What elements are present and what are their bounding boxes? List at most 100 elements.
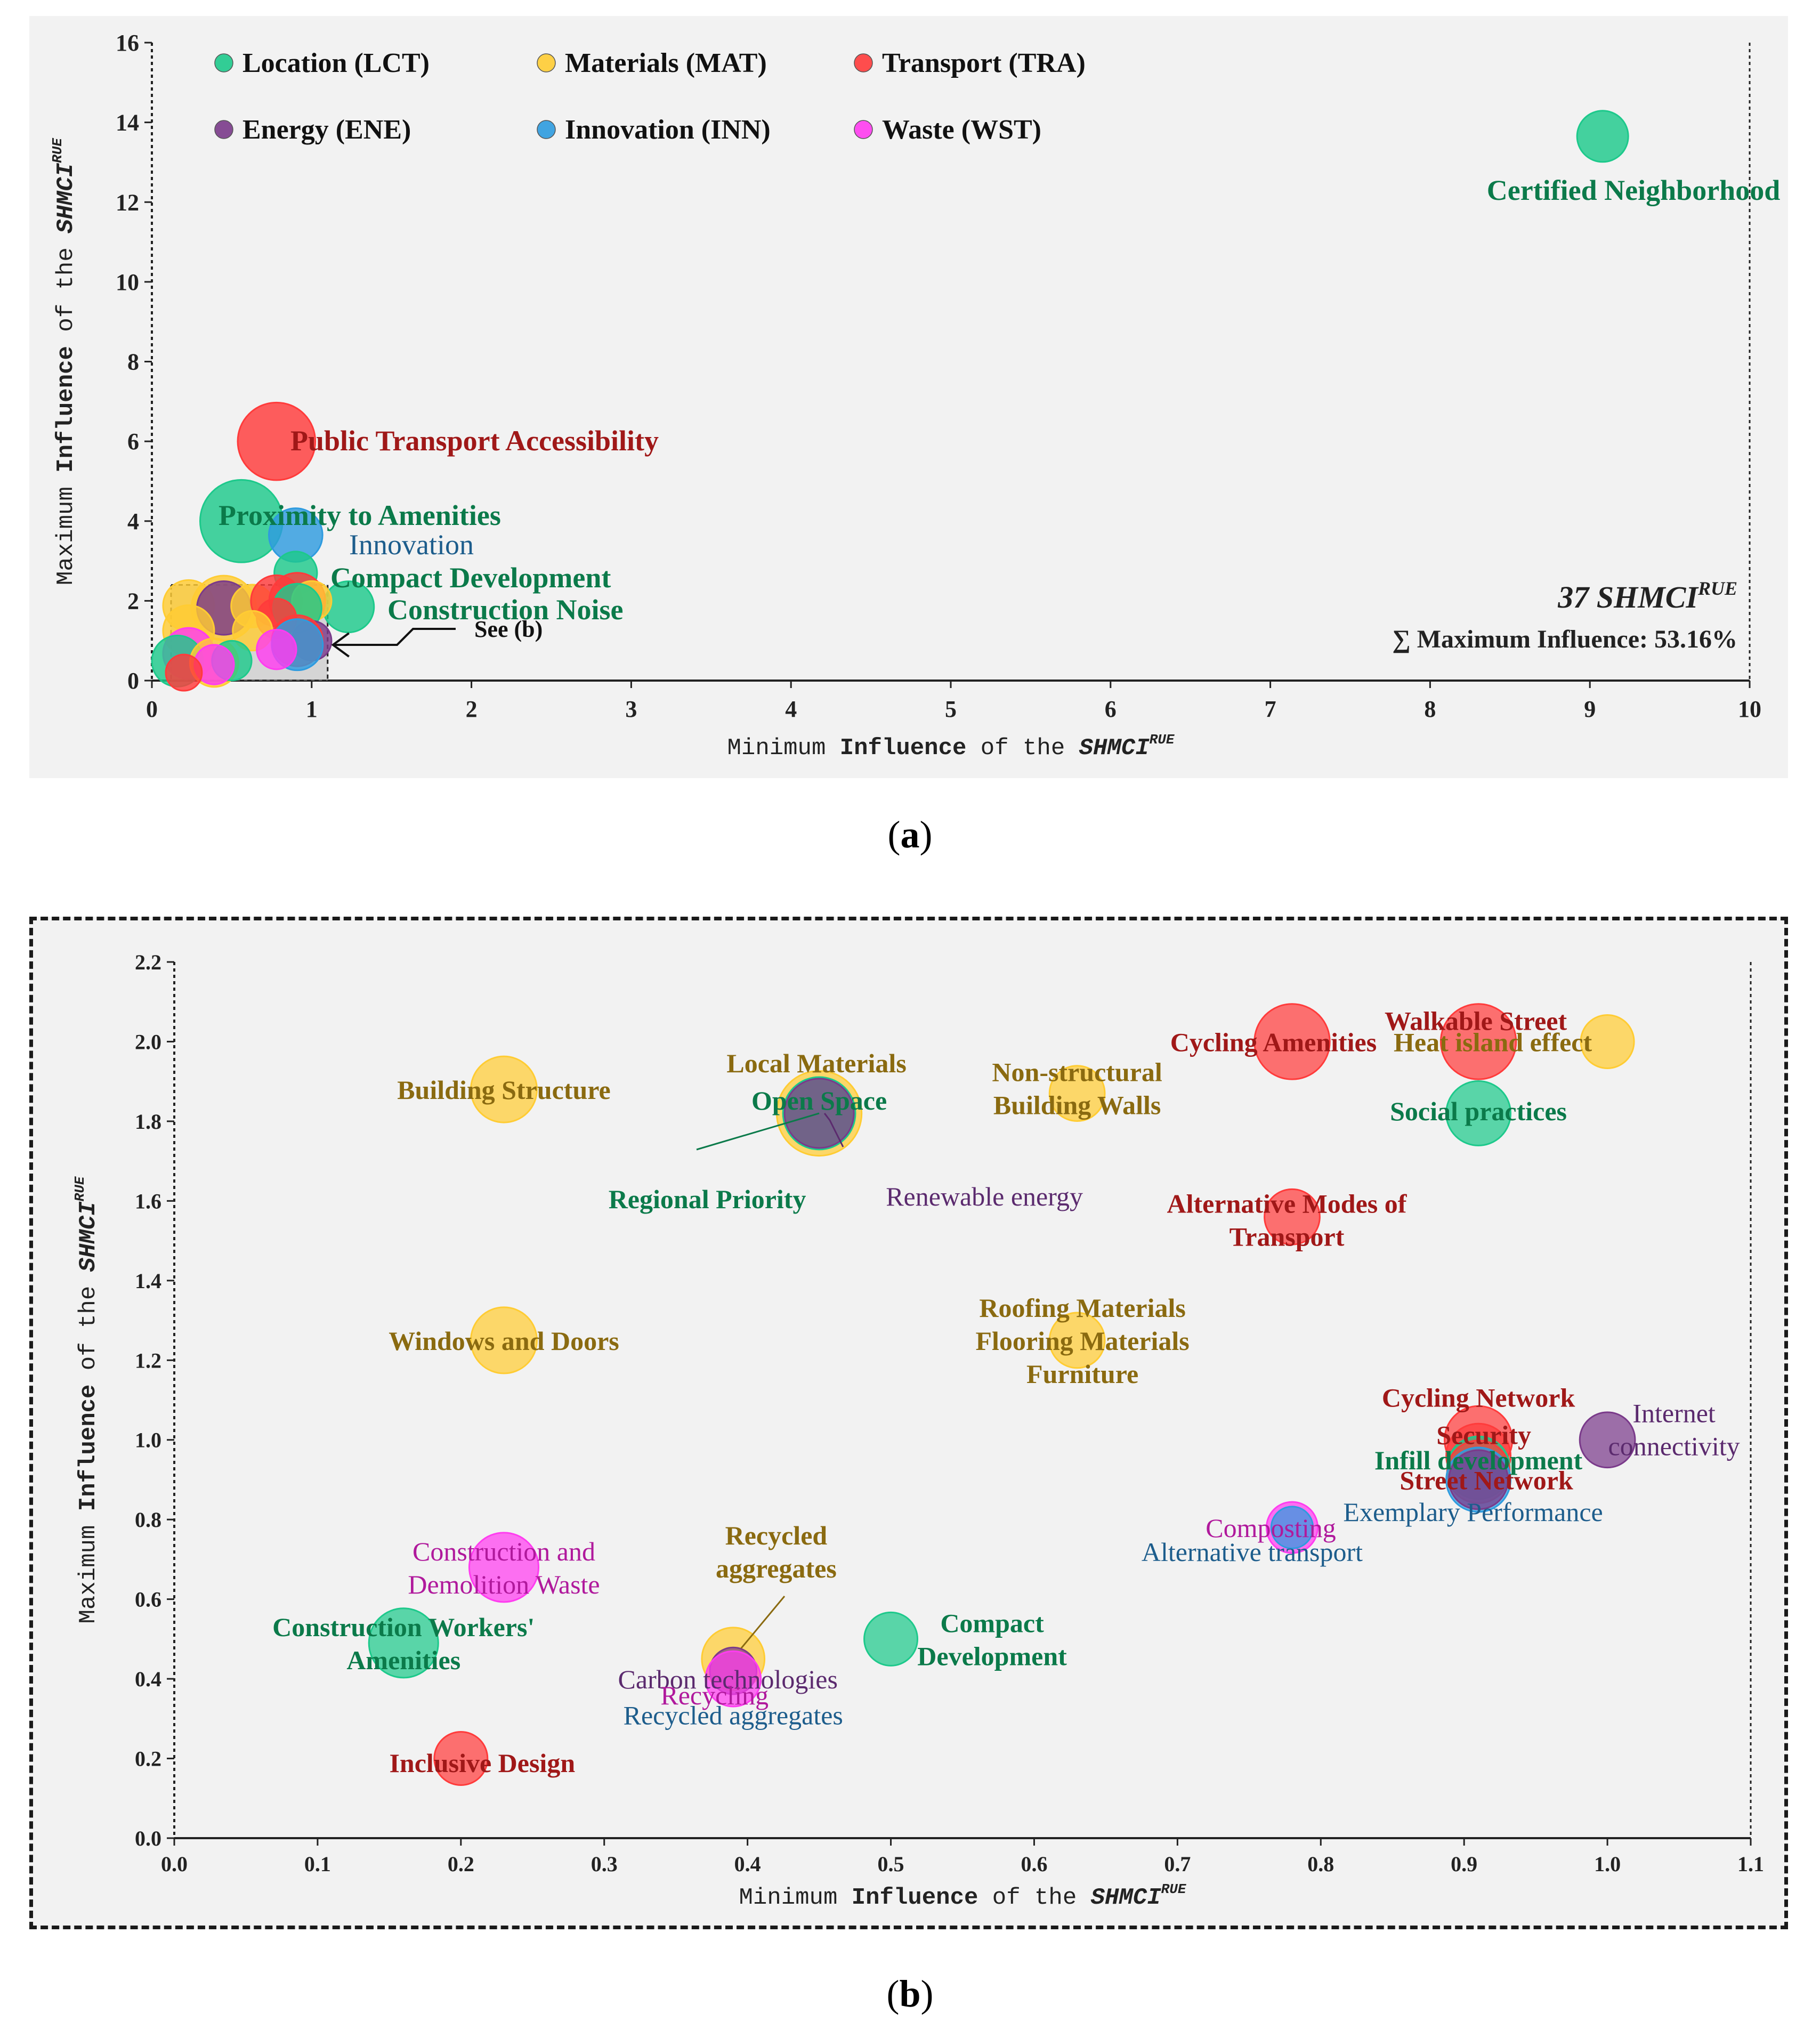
bubble-mat — [470, 1055, 538, 1123]
y-tick-label: 0.0 — [135, 1826, 161, 1850]
bubble-tra — [433, 1731, 489, 1786]
legend-marker-inn — [537, 120, 556, 139]
legend-label-tra: Transport (TRA) — [882, 48, 1086, 78]
x-tick-label: 0.0 — [161, 1852, 188, 1876]
bubble-lct — [368, 1607, 439, 1679]
y-tick-label: 1.2 — [135, 1348, 161, 1372]
x-tick-label: 1.1 — [1737, 1852, 1764, 1876]
bubble-chart-b: 0.0 0.1 0.2 0.3 0.4 0.5 0.6 0.7 0.8 0.9 1.0 1.1 0.0 0… — [72, 950, 1764, 1911]
see-b-arrow — [333, 628, 456, 646]
annotation-cycling-network: Cycling Network — [1382, 1383, 1575, 1413]
y-tick-label: 2 — [127, 588, 139, 614]
annotation-building-structure: Building Structure — [397, 1075, 611, 1105]
bubble-tra — [165, 653, 203, 692]
annotation-walkable-street: Walkable Street — [1385, 1006, 1567, 1036]
annotation-open-space: Open Space — [751, 1086, 887, 1115]
annotation-renewable-energy: Renewable energy — [886, 1182, 1083, 1211]
leader-renewable-energy — [823, 1113, 844, 1147]
point-label-compact-development: Compact Development — [330, 562, 611, 594]
y-tick-label: 0 — [127, 668, 139, 694]
bubble-mat — [1048, 1312, 1106, 1369]
x-tick-label: 0 — [146, 696, 158, 722]
point-label-public-transport-accessibility: Public Transport Accessibility — [290, 425, 659, 457]
x-tick-label: 0.3 — [591, 1852, 618, 1876]
y-tick-label: 1.8 — [135, 1110, 161, 1134]
x-tick-label: 3 — [625, 696, 637, 722]
annotation-infill-development: Infill development — [1374, 1445, 1583, 1475]
annotation-construction-workers-amenities: Construction Workers' Amenities — [272, 1612, 535, 1675]
bubble-ene — [1579, 1411, 1636, 1469]
bubble-tra — [1253, 1003, 1331, 1080]
bubble-wst — [256, 628, 297, 670]
legend-marker-tra — [854, 53, 873, 72]
x-axis-title: Minimum Influence of the SHMCIRUE — [727, 732, 1175, 762]
bubble-lct-certified-neighborhood — [1576, 110, 1629, 163]
annotation-heat-island-effect: Heat island effect — [1394, 1027, 1592, 1057]
x-tick-label: 0.2 — [448, 1852, 474, 1876]
annotation-inclusive-design: Inclusive Design — [389, 1748, 575, 1778]
y-tick-label: 10 — [116, 269, 139, 295]
chart-panel-a: 0 1 2 3 4 5 6 7 8 9 10 0 2 4 6 8 10 12 14 16 Minimum Influen… — [29, 16, 1788, 778]
summary-count: 37 SHMCIRUE — [1557, 578, 1737, 614]
x-tick-label: 0.9 — [1451, 1852, 1477, 1876]
annotation-windows-and-doors: Windows and Doors — [389, 1326, 619, 1356]
annotation-street-network: Street Network — [1400, 1465, 1573, 1495]
caption-b: (b) — [886, 1972, 934, 2015]
bubble-lct — [1445, 1080, 1512, 1146]
annotation-alternative-transport: Alternative transport — [1142, 1537, 1363, 1567]
bubble-wst — [468, 1532, 540, 1603]
x-tick-label: 0.6 — [1021, 1852, 1047, 1876]
legend-marker-mat — [537, 53, 556, 72]
bubble-mat — [1048, 1065, 1106, 1122]
annotation-non-structural-building-walls: Non-structural Building Walls — [992, 1057, 1162, 1120]
x-tick-label: 7 — [1265, 696, 1276, 722]
y-tick-label: 4 — [127, 508, 139, 535]
annotation-regional-priority: Regional Priority — [609, 1184, 806, 1214]
x-tick-label: 1 — [306, 696, 318, 722]
annotation-internet-connectivity: Internet connectivity — [1608, 1398, 1740, 1461]
leader-regional-priority — [696, 1112, 820, 1151]
bubble-tra — [1264, 1188, 1321, 1246]
y-tick-label: 2.2 — [135, 950, 161, 974]
annotation-exemplary-performance: Exemplary Performance — [1343, 1497, 1603, 1527]
bubble-lct — [863, 1611, 919, 1667]
leader-recycled-aggregates — [740, 1596, 786, 1649]
y-tick-label: 1.4 — [135, 1269, 161, 1293]
bubble-tra — [1439, 1003, 1517, 1080]
annotation-recycled-aggregates: Recycled aggregates — [716, 1521, 837, 1583]
y-tick-label: 12 — [116, 189, 139, 215]
x-tick-label: 0.8 — [1307, 1852, 1334, 1876]
bubble-tra-public-transport-accessibility — [237, 401, 317, 481]
annotation-roofing-materials-flooring-materials-furniture: Roofing Materials Flooring Materials Furni… — [975, 1293, 1189, 1389]
legend-marker-ene — [214, 120, 233, 139]
x-tick-label: 5 — [945, 696, 957, 722]
y-axis-title: Maximum Influence of the SHMCIRUE — [72, 1176, 102, 1623]
x-axis-title: Minimum Influence of the SHMCIRUE — [739, 1881, 1187, 1911]
x-tick-label: 1.0 — [1594, 1852, 1621, 1876]
y-axis-title: Maximum Influence of the SHMCIRUE — [50, 138, 79, 585]
y-tick-label: 0.2 — [135, 1747, 161, 1771]
legend-label-wst: Waste (WST) — [882, 115, 1041, 145]
annotation-social-practices: Social practices — [1390, 1096, 1567, 1126]
x-tick-label: 8 — [1424, 696, 1436, 722]
point-label-certified-neighborhood: Certified Neighborhood — [1487, 174, 1780, 206]
annotation-local-materials: Local Materials — [726, 1048, 906, 1078]
y-tick-label: 6 — [127, 428, 139, 455]
bubble-inn — [1270, 1506, 1314, 1549]
annotation-cycling-amenities: Cycling Amenities — [1170, 1027, 1377, 1057]
y-tick-label: 8 — [127, 349, 139, 375]
chart-panel-b: 0.0 0.1 0.2 0.3 0.4 0.5 0.6 0.7 0.8 0.9 1.0 1.1 0.0 0… — [29, 917, 1788, 1929]
x-tick-label: 0.1 — [304, 1852, 331, 1876]
x-tick-label: 0.5 — [878, 1852, 904, 1876]
legend-label-lct: Location (LCT) — [242, 48, 430, 78]
legend-label-inn: Innovation (INN) — [565, 115, 771, 145]
x-tick-label: 2 — [466, 696, 478, 722]
see-b-note: See (b) — [474, 616, 543, 642]
annotation-alternative-modes-of-transport: Alternative Modes of Transport — [1167, 1188, 1408, 1251]
annotation-carbon-technologies: Carbon technologies — [618, 1664, 838, 1694]
caption-a: (a) — [887, 813, 933, 856]
y-tick-label: 14 — [116, 110, 139, 136]
legend-marker-lct — [214, 53, 233, 72]
y-tick-label: 0.4 — [135, 1667, 161, 1691]
